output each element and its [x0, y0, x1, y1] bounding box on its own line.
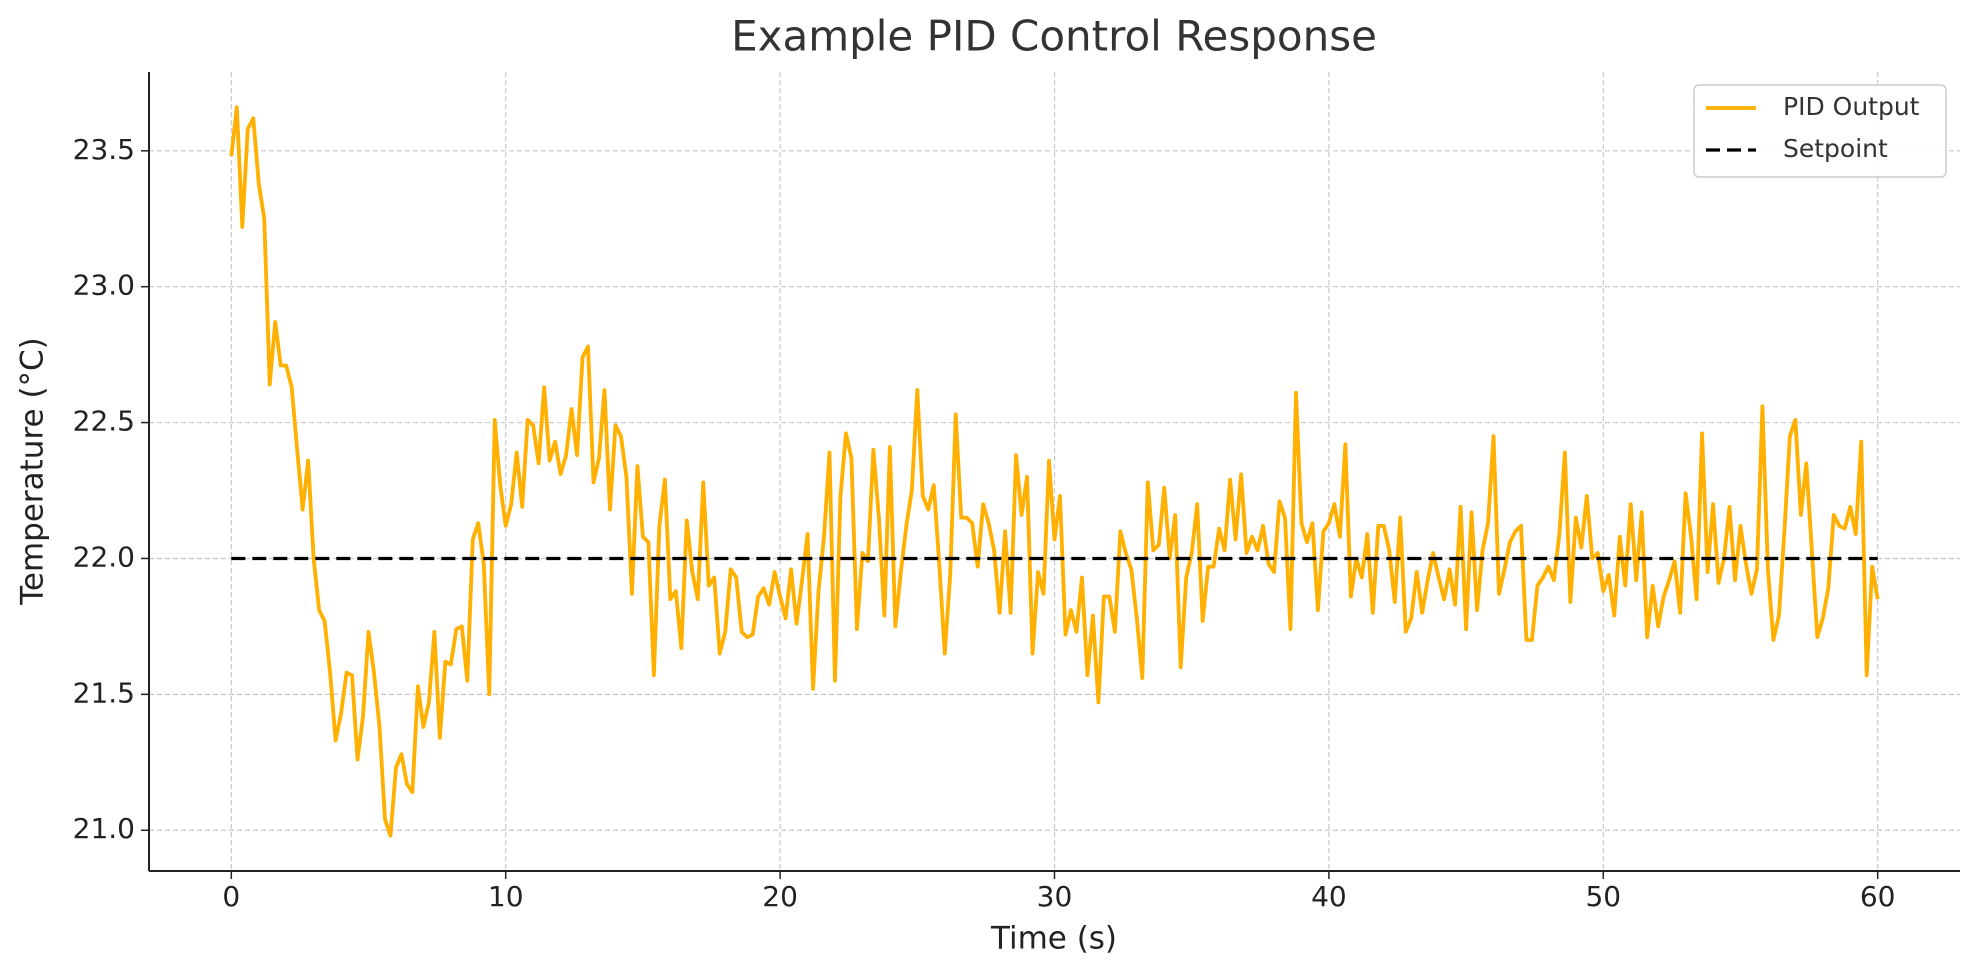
x-tick-label: 50: [1585, 880, 1621, 913]
x-axis-label: Time (s): [990, 921, 1117, 957]
x-tick-label: 30: [1037, 880, 1073, 913]
y-tick-label: 21.0: [73, 812, 135, 845]
legend-box: [1693, 84, 1947, 178]
y-tick-label: 22.0: [73, 540, 135, 573]
x-tick-label: 40: [1311, 880, 1347, 913]
legend-label: PID Output: [1783, 92, 1920, 121]
x-tick-label: 10: [488, 880, 524, 913]
x-tick-label: 60: [1860, 880, 1896, 913]
data-line: [229, 105, 1880, 838]
legend-label: Setpoint: [1783, 134, 1888, 163]
x-tick-label: 0: [222, 880, 240, 913]
x-tick-label: 20: [762, 880, 798, 913]
y-tick-label: 22.5: [73, 405, 135, 438]
y-tick-label: 23.0: [73, 269, 135, 302]
y-tick-label: 21.5: [73, 676, 135, 709]
y-axis-label: Temperature (°C): [15, 337, 51, 606]
y-tick-label: 23.5: [73, 133, 135, 166]
chart-title: Example PID Control Response: [731, 12, 1377, 61]
